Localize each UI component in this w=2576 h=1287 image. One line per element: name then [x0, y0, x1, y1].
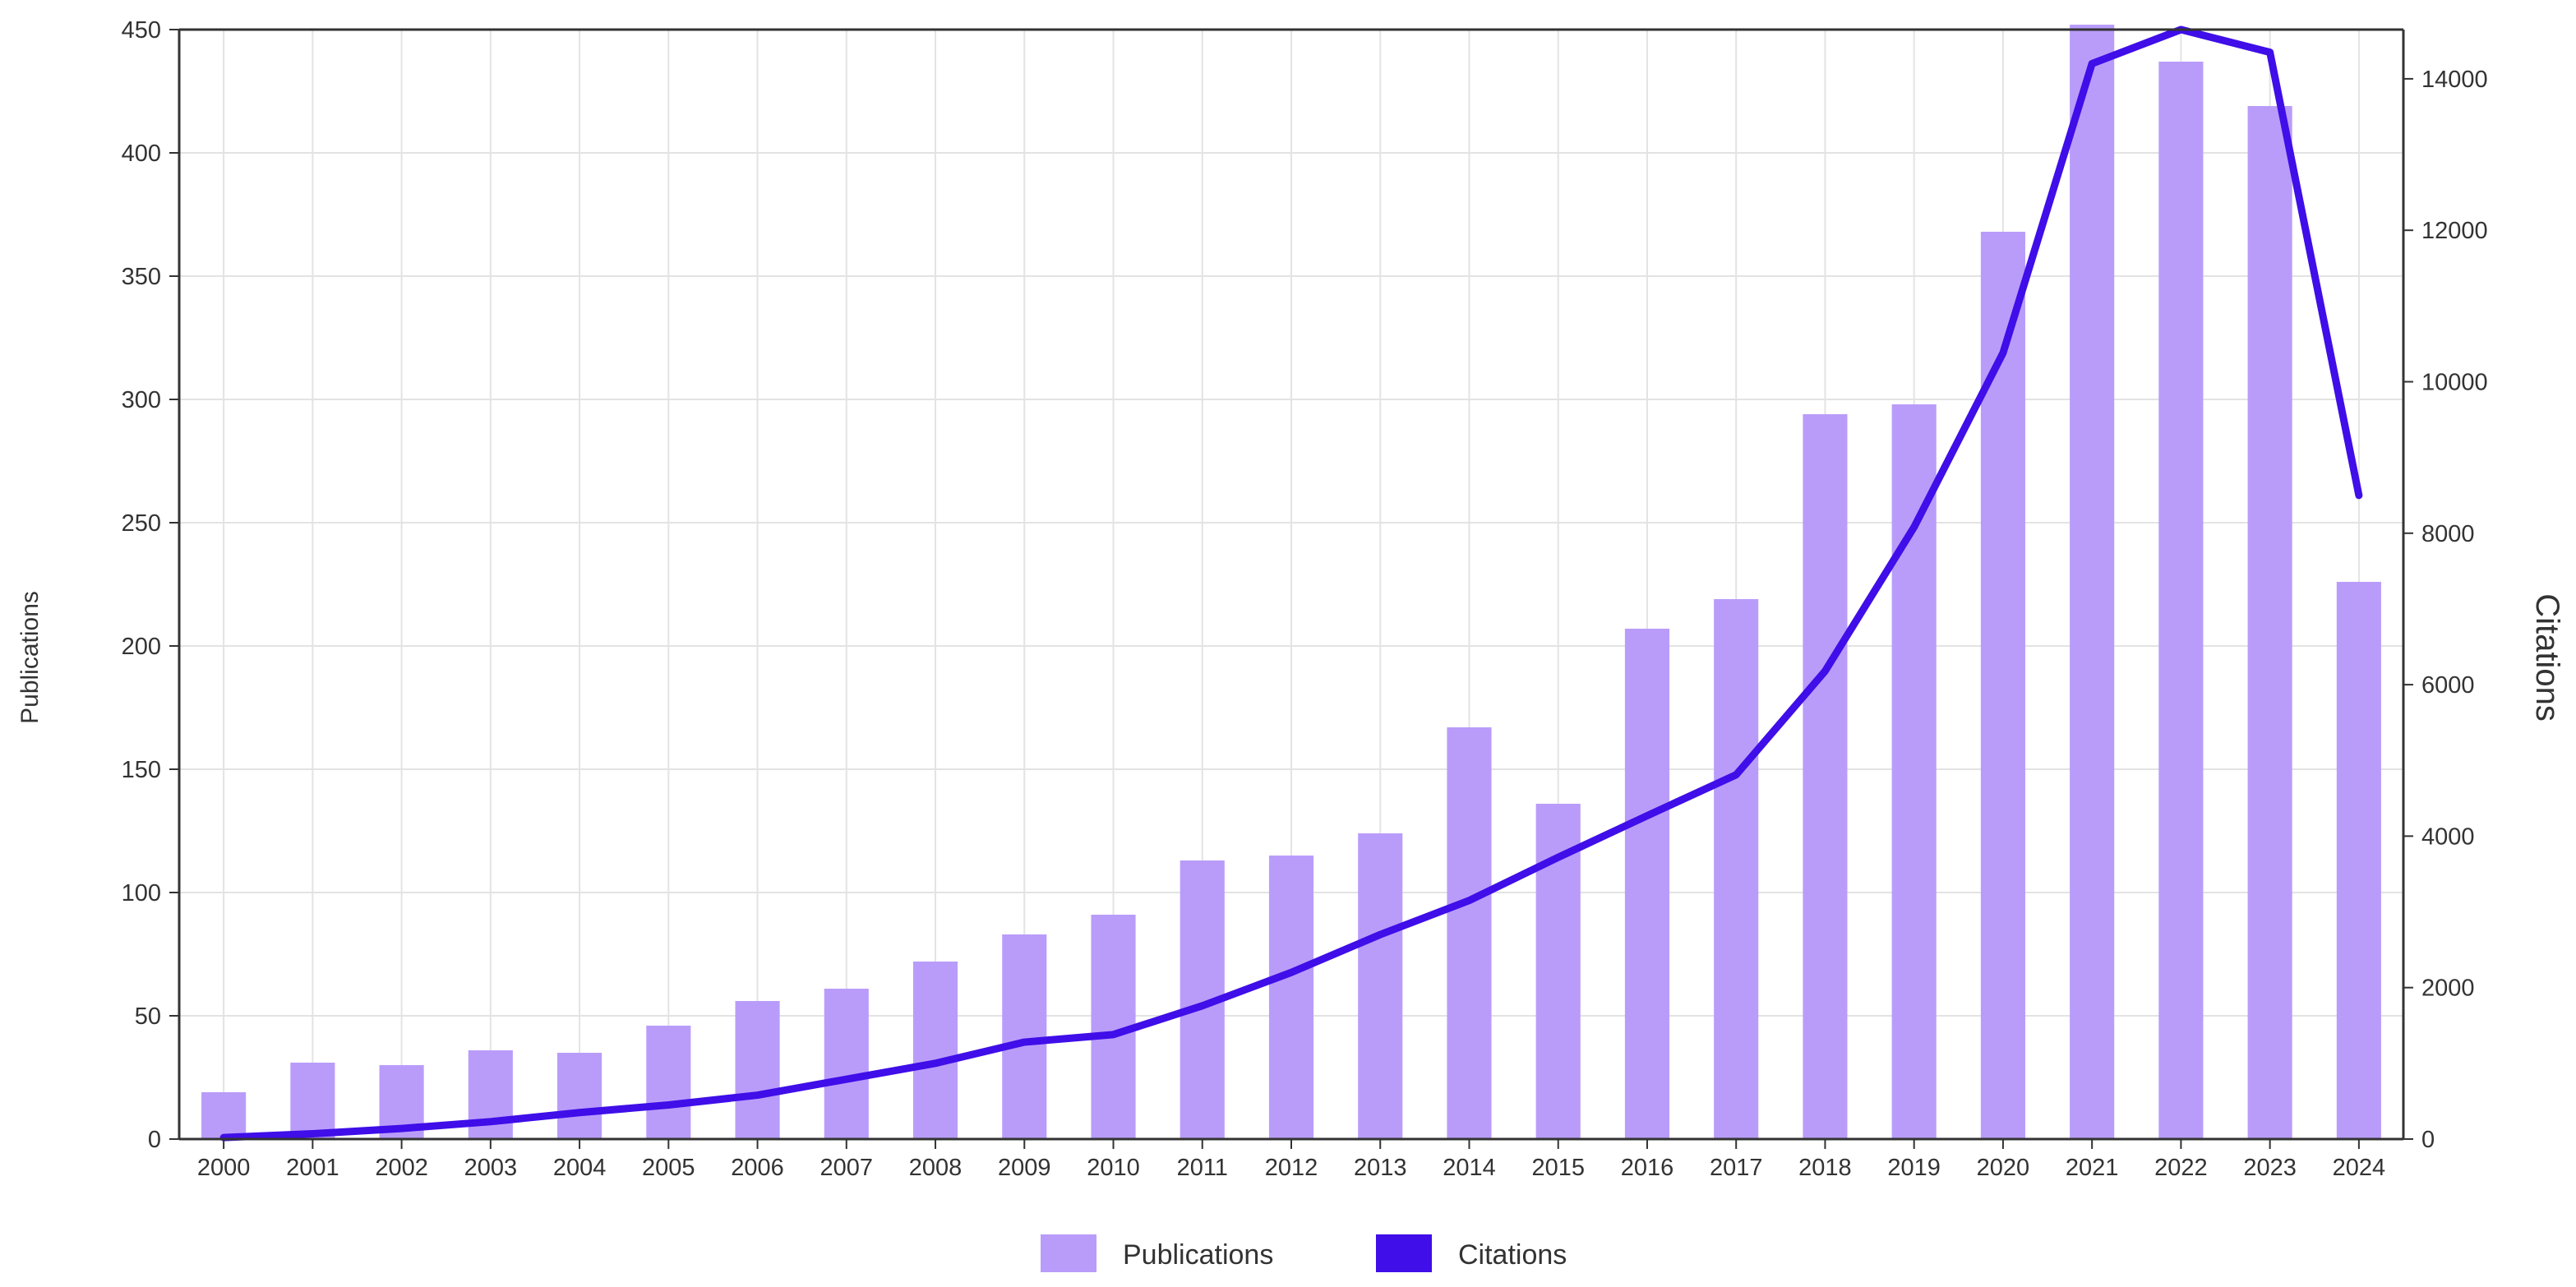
bar-2023: [2247, 106, 2292, 1139]
bar-2012: [1268, 856, 1314, 1139]
x-axis-ticks: 2000 2001 2002 2003 2004 2005 2006 2007 2008 2009…: [197, 1139, 2385, 1181]
left-tick-label-8: 400: [122, 141, 161, 167]
x-tick-label-2008: 2008: [909, 1155, 963, 1181]
bar-2020: [1980, 232, 2025, 1139]
left-tick-label-1: 50: [135, 1003, 161, 1030]
x-tick-label-2000: 2000: [197, 1155, 251, 1181]
x-tick-label-2007: 2007: [820, 1155, 874, 1181]
bar-2009: [1002, 934, 1047, 1139]
right-tick-label-4: 8000: [2421, 521, 2475, 547]
bar-2024: [2336, 582, 2381, 1139]
legend-swatch-citations: [1376, 1234, 1432, 1272]
legend-swatch-publications: [1041, 1234, 1096, 1272]
x-tick-label-2013: 2013: [1354, 1155, 1407, 1181]
left-tick-label-3: 150: [122, 757, 161, 783]
right-tick-label-6: 12000: [2421, 218, 2488, 244]
x-tick-label-2006: 2006: [731, 1155, 784, 1181]
x-tick-label-2017: 2017: [1710, 1155, 1763, 1181]
x-tick-label-2012: 2012: [1265, 1155, 1318, 1181]
bar-2019: [1891, 404, 1937, 1139]
right-axis-title: Citations: [2529, 593, 2565, 722]
x-tick-label-2011: 2011: [1177, 1155, 1228, 1181]
left-tick-label-7: 350: [122, 264, 161, 290]
x-tick-label-2015: 2015: [1531, 1155, 1585, 1181]
publications-bars: [201, 25, 2381, 1139]
bar-2005: [646, 1026, 691, 1139]
x-tick-label-2016: 2016: [1621, 1155, 1674, 1181]
x-tick-label-2020: 2020: [1977, 1155, 2030, 1181]
legend-label-citations: Citations: [1458, 1239, 1567, 1271]
legend-label-publications: Publications: [1123, 1239, 1273, 1271]
left-tick-label-4: 200: [122, 634, 161, 660]
x-tick-label-2018: 2018: [1798, 1155, 1852, 1181]
bar-2004: [557, 1053, 602, 1139]
bar-2016: [1624, 629, 1670, 1139]
x-tick-label-2010: 2010: [1087, 1155, 1140, 1181]
left-tick-label-0: 0: [148, 1127, 161, 1153]
x-tick-label-2024: 2024: [2333, 1155, 2386, 1181]
left-tick-label-6: 300: [122, 387, 161, 413]
bar-2014: [1447, 727, 1492, 1139]
x-tick-label-2003: 2003: [464, 1155, 518, 1181]
x-tick-label-2014: 2014: [1443, 1155, 1496, 1181]
x-tick-label-2001: 2001: [286, 1155, 339, 1181]
right-tick-label-2: 4000: [2421, 823, 2475, 850]
bar-2008: [912, 962, 958, 1139]
citations-line: [219, 25, 2363, 1142]
bar-2001: [290, 1063, 335, 1139]
left-tick-label-5: 250: [122, 510, 161, 537]
x-tick-label-2022: 2022: [2154, 1155, 2208, 1181]
x-tick-label-2004: 2004: [553, 1155, 607, 1181]
bar-2018: [1803, 414, 1848, 1139]
x-tick-label-2019: 2019: [1887, 1155, 1941, 1181]
x-tick-label-2005: 2005: [642, 1155, 695, 1181]
legend: Publications Citations: [1041, 1234, 1567, 1272]
right-axis-ticks: 0 2000 4000 6000 8000 10000 12000 14000: [2403, 67, 2488, 1153]
bar-2007: [824, 989, 869, 1139]
left-axis-ticks: 0 50 100 150 200 250 300 350 400 450: [122, 17, 179, 1153]
left-tick-label-9: 450: [122, 17, 161, 44]
bar-2021: [2070, 25, 2115, 1139]
left-tick-label-2: 100: [122, 880, 161, 906]
right-tick-label-1: 2000: [2421, 976, 2475, 1002]
right-tick-label-0: 0: [2421, 1127, 2435, 1153]
right-tick-label-5: 10000: [2421, 369, 2488, 395]
left-axis-title: Publications: [16, 591, 44, 724]
bar-2022: [2158, 62, 2204, 1139]
x-tick-label-2023: 2023: [2243, 1155, 2297, 1181]
bar-2017: [1714, 599, 1759, 1139]
right-tick-label-7: 14000: [2421, 67, 2488, 93]
bar-2013: [1358, 833, 1403, 1139]
x-tick-label-2009: 2009: [998, 1155, 1051, 1181]
bar-2000: [201, 1092, 247, 1139]
x-tick-label-2021: 2021: [2066, 1155, 2119, 1181]
right-tick-label-3: 6000: [2421, 672, 2475, 699]
x-tick-label-2002: 2002: [375, 1155, 428, 1181]
bar-2006: [735, 1001, 780, 1139]
citations-line-group: [219, 25, 2363, 1142]
